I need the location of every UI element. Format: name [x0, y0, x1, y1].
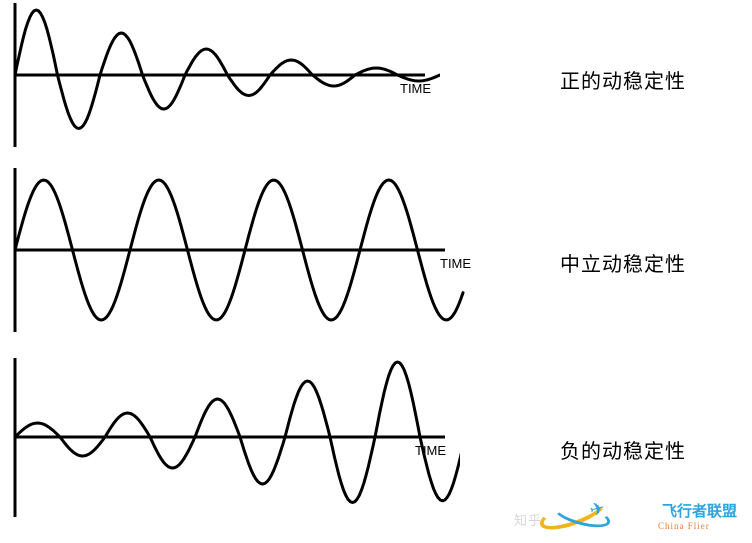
chart-damped: TIME: [0, 0, 440, 150]
chart-growing: TIME: [0, 355, 460, 520]
side-label-positive: 正的动稳定性: [560, 65, 686, 94]
side-label-negative: 负的动稳定性: [560, 435, 686, 464]
time-label-3: TIME: [415, 443, 446, 458]
growing-oscillation-svg: [0, 355, 460, 520]
brand-watermark: ✈ 飞行者联盟 China Flier: [538, 495, 737, 535]
brand-en-text: China Flier: [658, 521, 737, 531]
side-label-neutral: 中立动稳定性: [560, 248, 686, 277]
brand-logo-icon: ✈: [538, 495, 658, 535]
neutral-oscillation-svg: [0, 165, 490, 335]
chart-neutral: TIME: [0, 165, 490, 335]
time-label-1: TIME: [400, 81, 431, 96]
brand-cn-text: 飞行者联盟: [662, 500, 737, 521]
damped-oscillation-svg: [0, 0, 440, 150]
time-label-2: TIME: [440, 256, 471, 271]
